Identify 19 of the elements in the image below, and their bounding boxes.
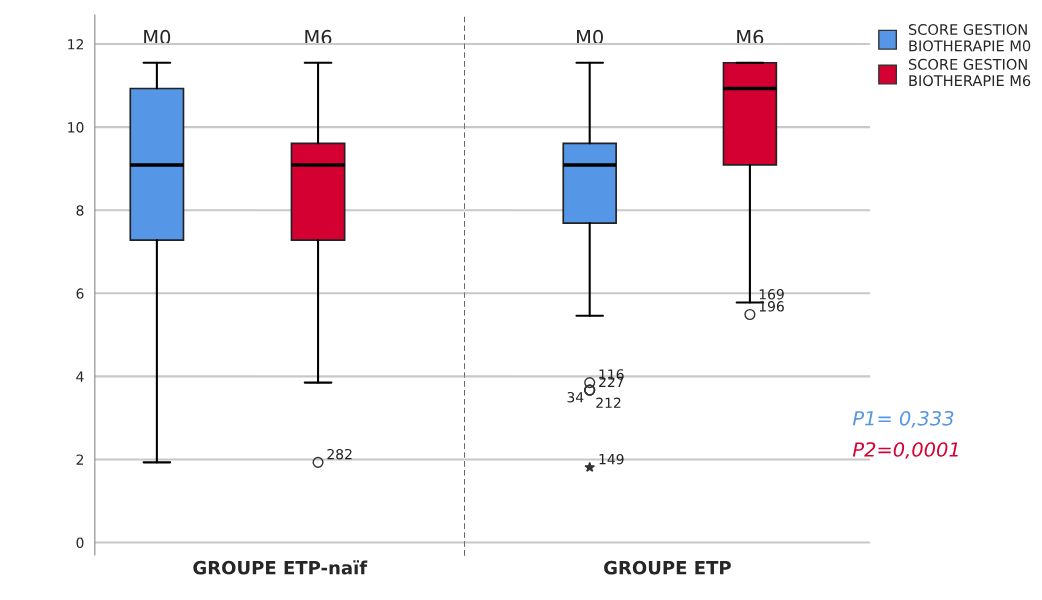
annotation: P1= 0,333 — [852, 410, 954, 428]
annotation: 282 — [327, 448, 352, 460]
annotation: 169 — [759, 289, 784, 300]
y-tick-label: 2 — [76, 454, 84, 465]
y-tick-label: 6 — [76, 288, 84, 299]
y-tick-label: 0 — [76, 537, 84, 549]
y-tick-label: 12 — [68, 39, 84, 50]
x-axis-title: GROUPE ETP-naïf — [193, 560, 368, 575]
annotation: 212 — [596, 397, 621, 408]
y-tick-label: 4 — [76, 371, 84, 382]
y-tick-label: 8 — [76, 205, 84, 216]
annotation: 196 — [759, 301, 784, 312]
x-axis-title: GROUPE ETP — [604, 560, 731, 575]
annotation: 34 — [567, 391, 584, 403]
legend-label: SCORE GESTION BIOTHERAPIE M0 — [908, 24, 1031, 52]
y-tick-label: 10 — [68, 122, 84, 133]
annotation: 149 — [599, 453, 624, 465]
legend-label: SCORE GESTION BIOTHERAPIE M6 — [908, 58, 1031, 87]
annotation: P2=0,0001 — [852, 442, 958, 459]
